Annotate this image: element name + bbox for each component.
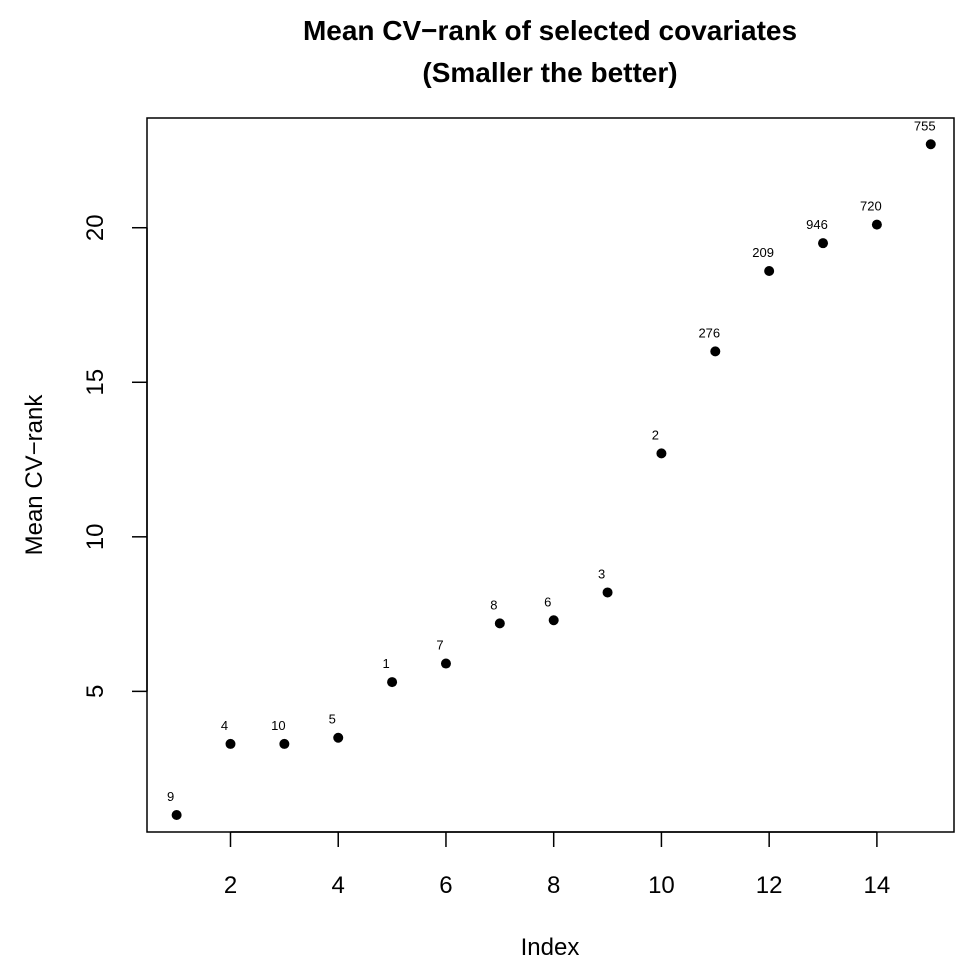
- x-axis: 2 4 6 8 10 12 14: [224, 831, 891, 899]
- x-tick-label: 14: [864, 872, 891, 899]
- point-label: 7: [436, 638, 443, 653]
- data-point: [602, 587, 613, 598]
- data-point: [171, 810, 182, 820]
- point-label: 8: [490, 597, 497, 612]
- point-label: 720: [860, 199, 882, 214]
- point-label: 2: [652, 427, 659, 442]
- y-axis-title: Mean CV−rank: [21, 394, 48, 556]
- data-point: [925, 139, 936, 150]
- data-point: [333, 732, 344, 743]
- point-label: 209: [752, 245, 774, 260]
- point-label: 276: [698, 325, 720, 340]
- point-label: 4: [221, 718, 228, 733]
- data-point: [225, 738, 236, 749]
- point-label: 10: [271, 718, 285, 733]
- plot-frame: [146, 117, 955, 833]
- point-label: 6: [544, 594, 551, 609]
- data-point: [440, 658, 451, 669]
- x-tick-label: 2: [224, 872, 237, 899]
- data-point: [279, 738, 290, 749]
- y-tick-label: 10: [82, 523, 109, 550]
- x-axis-title: Index: [521, 934, 580, 961]
- data-point: [494, 618, 505, 629]
- x-tick-label: 12: [756, 872, 783, 899]
- point-label: 946: [806, 217, 828, 232]
- chart-title: Mean CV−rank of selected covariates: [303, 15, 797, 46]
- y-tick-label: 20: [82, 214, 109, 241]
- point-label: 9: [167, 789, 174, 804]
- point-label: 3: [598, 566, 605, 581]
- data-points: [171, 139, 936, 820]
- y-tick-label: 5: [82, 685, 109, 698]
- data-point: [387, 677, 398, 688]
- data-point: [548, 615, 559, 626]
- point-label: 1: [382, 656, 389, 671]
- x-tick-label: 6: [439, 872, 452, 899]
- data-point: [764, 266, 775, 276]
- data-point: [710, 346, 721, 357]
- data-point: [871, 219, 882, 230]
- data-point: [818, 238, 829, 249]
- x-tick-label: 8: [547, 872, 560, 899]
- x-tick-label: 10: [648, 872, 675, 899]
- point-label: 5: [329, 712, 336, 727]
- y-axis: 5 10 15 20: [82, 214, 148, 698]
- chart-subtitle: (Smaller the better): [422, 57, 677, 88]
- point-labels: 9 4 10 5 1 7 8 6 3 2 276 209 946 720 755: [167, 118, 936, 804]
- data-point: [656, 448, 667, 459]
- point-label: 755: [914, 118, 936, 133]
- y-tick-label: 15: [82, 369, 109, 396]
- x-tick-label: 4: [332, 872, 345, 899]
